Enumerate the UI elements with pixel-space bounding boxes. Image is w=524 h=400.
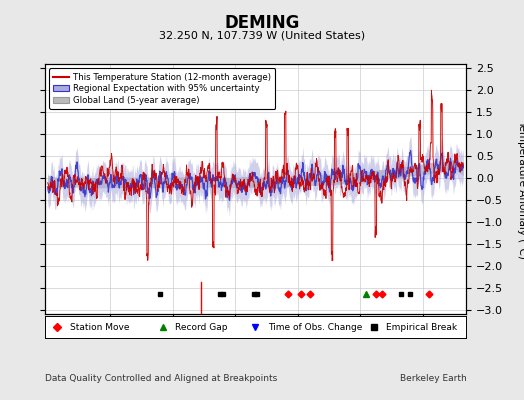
Text: DEMING: DEMING: [224, 14, 300, 32]
Text: Record Gap: Record Gap: [176, 322, 228, 332]
Legend: This Temperature Station (12-month average), Regional Expectation with 95% uncer: This Temperature Station (12-month avera…: [49, 68, 275, 109]
Text: Data Quality Controlled and Aligned at Breakpoints: Data Quality Controlled and Aligned at B…: [45, 374, 277, 383]
Text: Empirical Break: Empirical Break: [386, 322, 457, 332]
Text: Station Move: Station Move: [70, 322, 129, 332]
Text: 32.250 N, 107.739 W (United States): 32.250 N, 107.739 W (United States): [159, 30, 365, 40]
Text: Time of Obs. Change: Time of Obs. Change: [268, 322, 363, 332]
Text: Berkeley Earth: Berkeley Earth: [400, 374, 466, 383]
Y-axis label: Temperature Anomaly (°C): Temperature Anomaly (°C): [517, 120, 524, 258]
